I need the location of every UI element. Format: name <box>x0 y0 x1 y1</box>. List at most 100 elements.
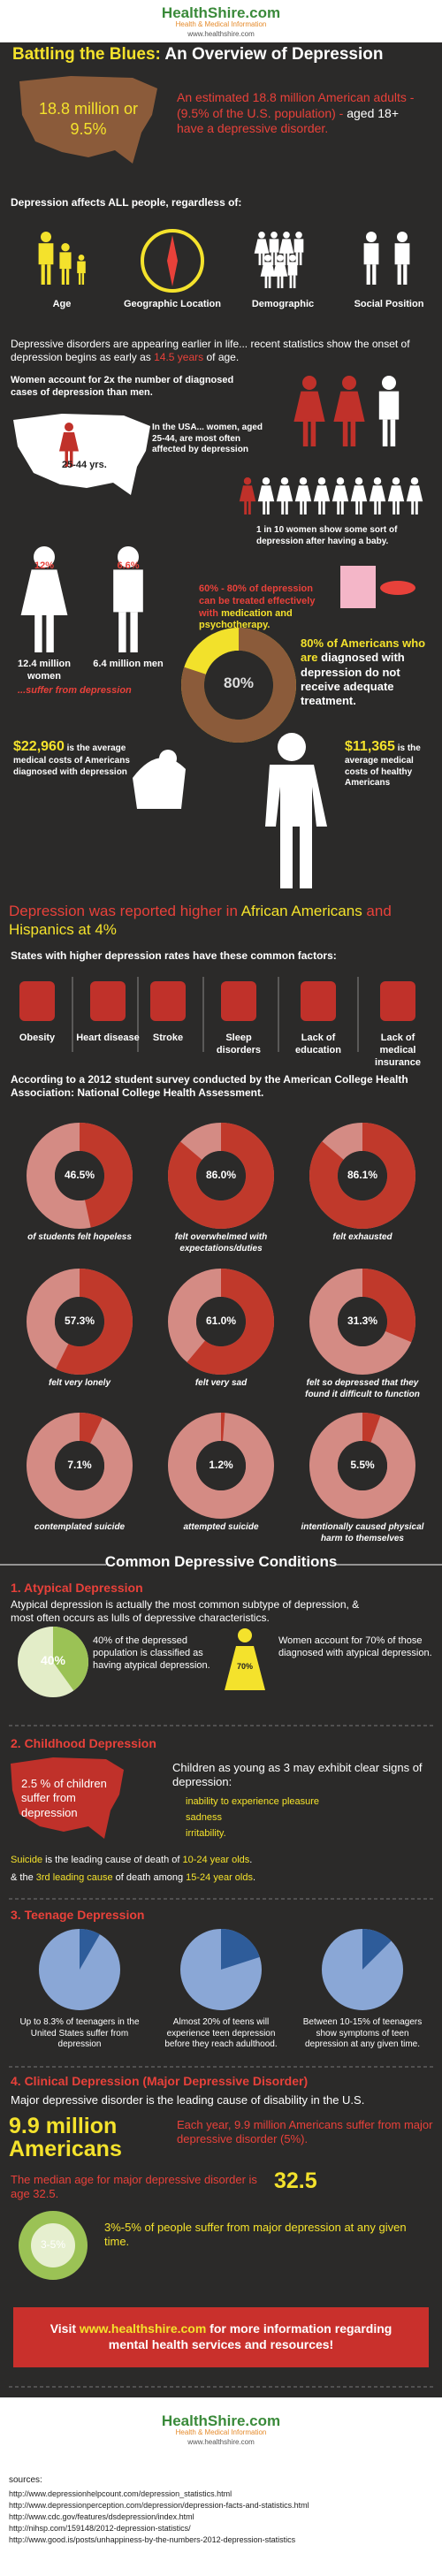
cost-text: $11,365 is the average medical costs of … <box>345 738 438 789</box>
person-icon <box>285 500 288 514</box>
ring-center <box>204 651 273 720</box>
usa-map <box>13 414 150 495</box>
woman-icon <box>225 1646 265 1690</box>
heading: Common Depressive Conditions <box>104 1553 338 1570</box>
person-icon <box>130 612 138 652</box>
ring-arc <box>322 1929 403 2010</box>
african-text: Depression was reported higher in Africa… <box>9 902 433 940</box>
ring-arc <box>168 1413 274 1519</box>
person-icon <box>397 232 408 242</box>
male-pct: 6.6% <box>117 560 140 571</box>
male-count: 6.4 million men <box>93 659 164 669</box>
text: of death among <box>112 1872 187 1883</box>
ring-center <box>55 1151 104 1200</box>
person-icon <box>394 243 410 265</box>
person-icon <box>118 546 139 568</box>
person-icon <box>287 262 298 276</box>
text: Suicide is the leading cause of death of… <box>11 1855 435 1867</box>
person-icon <box>289 255 296 262</box>
banner <box>13 2307 429 2367</box>
ring-arc <box>39 1929 120 2010</box>
text: for more information regarding mental he… <box>108 2321 392 2351</box>
text: aged 18+ <box>347 105 400 120</box>
donut-caption: felt very sad <box>194 1378 248 1388</box>
map-text: 18.8 million or 9.5% <box>38 100 139 138</box>
donut-caption: felt very lonely <box>48 1378 111 1388</box>
person-icon <box>382 376 396 390</box>
ring-center <box>338 1441 387 1490</box>
text: Depression was reported higher in <box>9 903 241 919</box>
onset-text: Depressive disorders are appearing earli… <box>11 338 435 364</box>
person-icon <box>283 232 290 239</box>
person-icon <box>342 419 348 446</box>
text: is the average medical costs of healthy … <box>345 743 421 788</box>
person-icon <box>78 255 85 261</box>
factor-label: Sleep disorders <box>216 1033 262 1056</box>
person-icon <box>392 500 396 514</box>
logo: HealthShire.com <box>161 2412 281 2429</box>
donut-label: 5.5% <box>350 1459 375 1471</box>
person-icon <box>260 262 276 277</box>
person-icon <box>274 252 278 265</box>
ring-center <box>338 1151 387 1200</box>
text: Suicide <box>11 1855 43 1865</box>
text: diagnosed with depression do not receive… <box>301 651 405 707</box>
person-icon <box>387 485 405 502</box>
text: have a depressive disorder. <box>177 121 329 135</box>
person-icon <box>271 232 278 239</box>
person-icon <box>65 269 70 285</box>
person-icon <box>41 264 45 285</box>
person-icon <box>342 376 356 390</box>
text: Children as young as 3 may exhibit clear… <box>172 1761 423 1789</box>
person-icon <box>283 252 286 265</box>
silhouette <box>278 733 306 761</box>
text: is the leading cause of death of <box>42 1855 183 1865</box>
person-icon <box>294 485 312 502</box>
person-icon <box>286 252 290 265</box>
factor-icon <box>221 981 256 1021</box>
intro-text: An estimated 18.8 million American adult… <box>177 90 429 137</box>
donut-label: 80% <box>223 674 255 691</box>
person-icon <box>350 485 368 502</box>
person-icon <box>272 262 288 277</box>
source: http://www.good.is/posts/unhappiness-by-… <box>9 2535 296 2544</box>
title-rest: An Overview of Depression <box>160 45 384 64</box>
person-icon <box>299 477 308 485</box>
text: medication and psychotherapy. <box>199 607 293 631</box>
pie-caption: Almost 20% of teens will experience teen… <box>164 2017 278 2049</box>
person-icon <box>276 485 293 502</box>
donut-caption: attempted suicide <box>183 1522 259 1532</box>
text: 10-24 year olds <box>182 1855 250 1865</box>
amount: $11,365 <box>345 739 395 754</box>
person-icon <box>390 419 396 446</box>
header-band <box>0 0 442 42</box>
chair-figure <box>133 758 186 809</box>
person-icon <box>397 264 401 285</box>
pill <box>380 581 415 595</box>
untreated-text: 80% of Americans who are diagnosed with … <box>301 636 433 708</box>
donut-label: 86.1% <box>347 1169 378 1181</box>
factor-label: Lack of medical insurance <box>375 1033 421 1068</box>
text: Visit <box>50 2321 80 2336</box>
female-pct: 12% <box>34 560 55 571</box>
person-icon <box>295 232 302 239</box>
url: www.healthshire.com <box>187 2438 255 2446</box>
person-icon <box>300 500 303 514</box>
person-icon <box>47 264 51 285</box>
ring-arc <box>27 1123 133 1229</box>
text: Major depressive disorder is the leading… <box>11 2093 365 2107</box>
text: Atypical depression is actually the most… <box>11 1598 360 1624</box>
link[interactable]: www.healthshire.com <box>79 2321 207 2336</box>
person-icon <box>396 500 400 514</box>
person-icon <box>46 612 54 652</box>
factor-label: Lack of education <box>295 1033 341 1056</box>
person-icon <box>337 500 340 514</box>
figure-label: 70% <box>236 1662 253 1671</box>
person-icon <box>374 500 377 514</box>
person-icon <box>277 275 280 288</box>
ring-arc <box>309 1269 415 1375</box>
pie-caption: Up to 8.3% of teenagers in the United St… <box>19 2017 140 2049</box>
icon-label: Demographic <box>251 299 315 309</box>
cost-text: $22,960 is the average medical costs of … <box>13 738 137 778</box>
